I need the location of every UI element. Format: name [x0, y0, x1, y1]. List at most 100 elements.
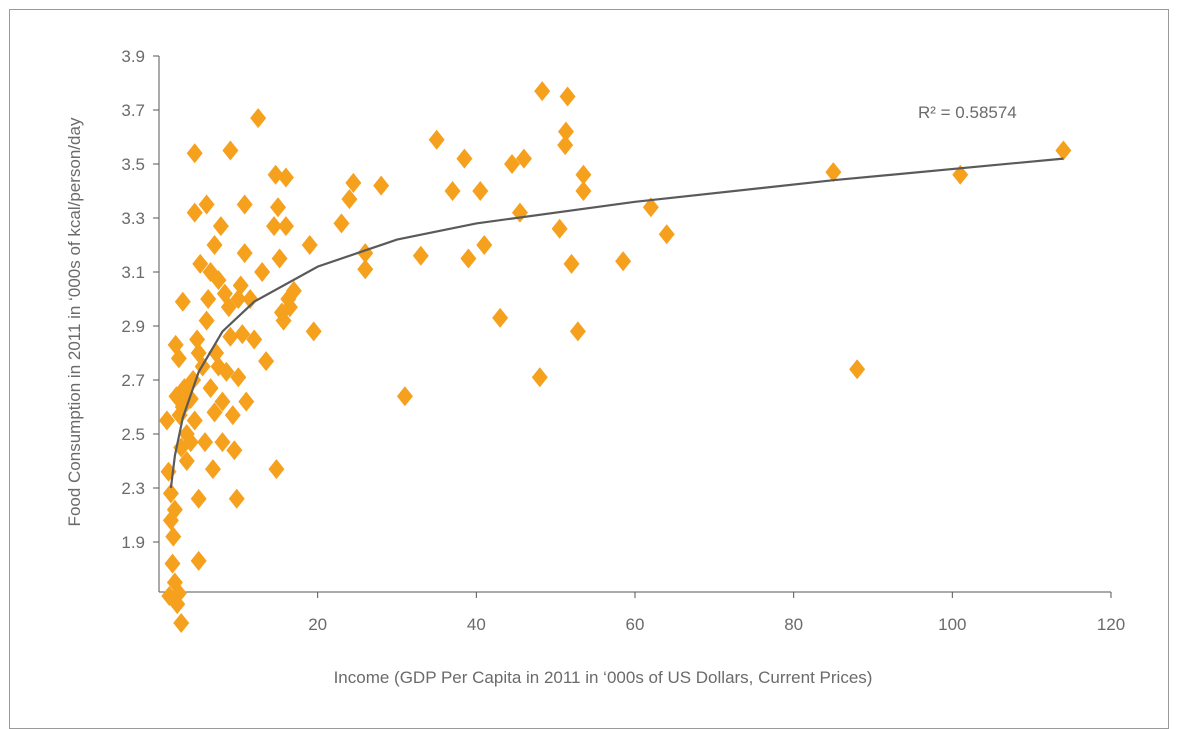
data-point [164, 553, 181, 574]
data-point [198, 310, 215, 331]
x-tick-label: 120 [1097, 615, 1125, 634]
data-point [206, 402, 223, 423]
x-tick-label: 20 [308, 615, 327, 634]
data-point [197, 432, 214, 453]
data-point [182, 432, 199, 453]
data-point [189, 329, 206, 350]
data-point [476, 235, 493, 255]
data-point [492, 307, 509, 328]
data-point [170, 583, 187, 604]
data-point [236, 194, 253, 215]
data-point [218, 361, 235, 382]
data-point [551, 218, 568, 239]
y-tick-label: 3.9 [121, 47, 145, 66]
y-tick-label: 3.3 [121, 209, 145, 228]
data-point [226, 440, 243, 461]
y-tick-label: 3.5 [121, 155, 145, 174]
data-point [341, 189, 358, 210]
data-point [373, 175, 390, 196]
data-point [186, 410, 203, 431]
y-tick-label: 3.1 [121, 263, 145, 282]
y-axis-ticks: 3.9 3.7 3.5 3.3 3.1 2.9 2.7 2.5 2.3 1.9 [121, 47, 159, 552]
x-tick-label: 40 [467, 615, 486, 634]
data-point [456, 148, 473, 169]
data-point [345, 172, 362, 193]
data-point [559, 86, 576, 107]
data-point [224, 405, 241, 426]
data-point [254, 262, 271, 282]
data-point [206, 235, 223, 255]
data-point [333, 213, 350, 234]
y-tick-label: 3.7 [121, 101, 145, 120]
data-point [396, 386, 413, 407]
data-point [204, 459, 221, 480]
y-tick-label: 2.5 [121, 425, 145, 444]
data-point [222, 140, 239, 161]
data-point [192, 253, 209, 274]
data-point [258, 351, 275, 372]
x-tick-label: 80 [784, 615, 803, 634]
data-point [658, 224, 675, 245]
data-point [642, 197, 659, 218]
data-point [170, 348, 187, 369]
data-point [444, 181, 461, 201]
data-point [230, 367, 247, 388]
data-point [200, 289, 217, 309]
data-point [270, 197, 286, 218]
data-point [250, 108, 267, 129]
data-point [504, 154, 521, 174]
data-point [563, 253, 580, 274]
data-point [534, 81, 551, 102]
data-point [357, 259, 374, 280]
data-point [190, 488, 207, 509]
y-axis-title: Food Consumption in 2011 in ‘000s of kca… [65, 117, 84, 526]
data-point [825, 162, 842, 183]
data-point [557, 135, 574, 156]
data-point [166, 499, 183, 520]
data-point [214, 432, 231, 453]
data-point [242, 289, 259, 309]
data-point [238, 391, 255, 412]
data-point [277, 167, 294, 188]
x-tick-label: 100 [938, 615, 966, 634]
data-point [952, 164, 969, 185]
data-point [198, 194, 215, 215]
data-point [277, 216, 294, 237]
y-tick-label: 2.3 [121, 479, 145, 498]
data-point [428, 129, 445, 150]
trend-line [169, 157, 1064, 489]
data-point [228, 488, 245, 509]
data-point [232, 275, 249, 296]
x-tick-label: 60 [626, 615, 645, 634]
data-point [230, 289, 247, 309]
data-point [222, 326, 239, 347]
data-point [472, 181, 489, 201]
data-point [234, 324, 251, 345]
data-point [515, 148, 532, 169]
data-point [275, 310, 292, 331]
data-point [267, 164, 284, 185]
data-point [174, 291, 191, 312]
data-point [569, 321, 586, 342]
data-point [575, 181, 592, 201]
data-point [531, 367, 548, 388]
data-point [158, 410, 175, 431]
data-point [173, 613, 190, 633]
x-axis-ticks: 20 40 60 80 100 120 [308, 592, 1125, 634]
data-point [236, 243, 253, 264]
data-point [557, 121, 574, 142]
data-point [266, 216, 283, 237]
data-points [158, 81, 1072, 633]
data-point [849, 359, 866, 380]
axes [158, 56, 1111, 593]
data-point [271, 248, 288, 269]
data-point [165, 526, 182, 547]
data-point [412, 245, 429, 266]
data-point [210, 270, 227, 291]
y-tick-label: 2.9 [121, 317, 145, 336]
data-point [575, 164, 592, 185]
data-point [190, 550, 207, 571]
y-tick-label: 1.9 [121, 533, 145, 552]
x-axis-title: Income (GDP Per Capita in 2011 in ‘000s … [334, 668, 873, 687]
